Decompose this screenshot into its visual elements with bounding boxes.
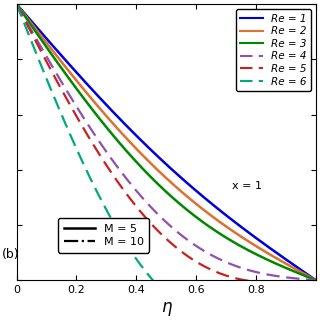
Text: x = 1: x = 1 — [232, 181, 262, 191]
Legend: M = 5, M = 10: M = 5, M = 10 — [58, 218, 149, 252]
X-axis label: η: η — [161, 298, 172, 316]
Text: (b): (b) — [2, 248, 19, 261]
